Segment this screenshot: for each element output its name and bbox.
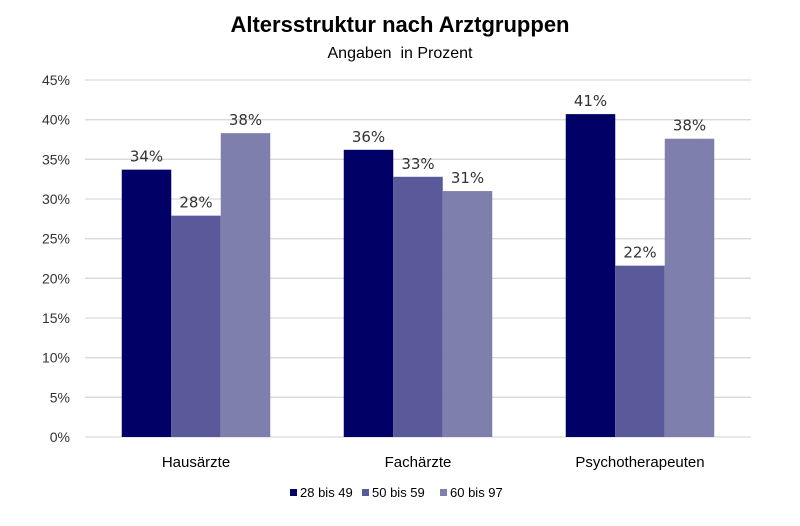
data-label: 33% (401, 155, 434, 173)
legend-label: 28 bis 49 (300, 485, 353, 500)
legend-item: 28 bis 49 (290, 485, 353, 500)
bar (442, 191, 493, 437)
data-label: 38% (229, 111, 262, 129)
y-tick-label: 35% (42, 151, 70, 167)
legend-swatch (440, 489, 447, 496)
chart-title: Altersstruktur nach Arztgruppen (230, 12, 569, 37)
bar (121, 169, 172, 437)
legend-item: 50 bis 59 (362, 485, 425, 500)
legend-label: 60 bis 97 (450, 485, 503, 500)
data-label: 38% (673, 117, 706, 135)
y-tick-label: 30% (42, 191, 70, 207)
bars (121, 114, 715, 438)
legend-swatch (362, 489, 369, 496)
legend: 28 bis 49 50 bis 59 60 bis 97 (290, 485, 503, 500)
bar (615, 265, 665, 437)
bar (220, 133, 271, 438)
y-tick-label: 45% (42, 72, 70, 88)
chart-subtitle: Angaben in Prozent (328, 45, 474, 62)
y-tick-label: 20% (42, 270, 70, 286)
y-tick-label: 10% (42, 350, 70, 366)
x-tick-label: Psychotherapeuten (575, 454, 704, 471)
data-label: 41% (574, 92, 607, 110)
data-label: 31% (451, 169, 484, 187)
bar (664, 138, 715, 437)
y-tick-label: 5% (50, 389, 70, 405)
data-label: 22% (623, 244, 656, 262)
x-tick-label: Hausärzte (162, 454, 230, 471)
data-labels: 34% 28% 38% 36% 33% 31% 41% 22% 38% (130, 92, 706, 262)
y-axis-ticks: 0% 5% 10% 15% 20% 25% 30% 35% 40% 45% (42, 72, 70, 445)
legend-item: 60 bis 97 (440, 485, 503, 500)
data-label: 28% (179, 194, 212, 212)
x-tick-label: Fachärzte (385, 454, 452, 471)
legend-label: 50 bis 59 (372, 485, 425, 500)
bar (171, 215, 221, 437)
y-tick-label: 40% (42, 112, 70, 128)
bar (565, 114, 616, 437)
x-axis-labels: Hausärzte Fachärzte Psychotherapeuten (162, 454, 705, 471)
bar (393, 176, 443, 437)
y-tick-label: 25% (42, 231, 70, 247)
y-tick-label: 15% (42, 310, 70, 326)
bar (343, 149, 394, 437)
data-label: 36% (352, 128, 385, 146)
legend-swatch (290, 489, 297, 496)
data-label: 34% (130, 148, 163, 166)
y-tick-label: 0% (50, 429, 70, 445)
